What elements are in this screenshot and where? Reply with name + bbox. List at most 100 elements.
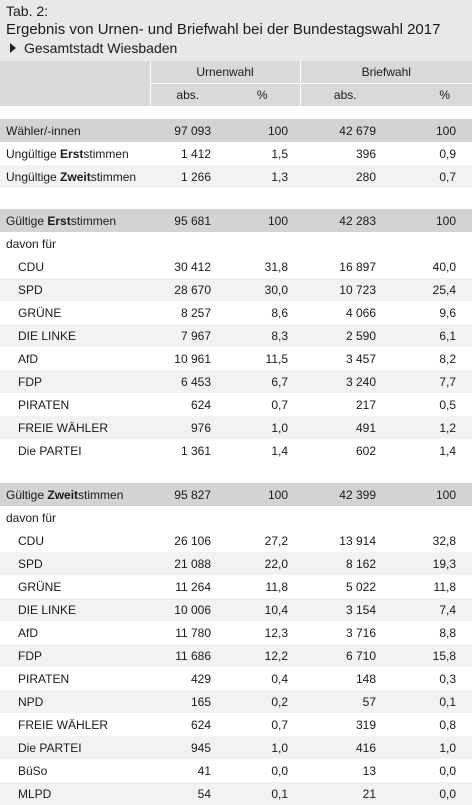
section-head-label: Gültige Erststimmen — [0, 209, 150, 232]
spacer-row — [0, 188, 472, 209]
party-name: NPD — [0, 690, 150, 713]
brief-pct-cell: 9,6 — [439, 305, 457, 320]
row-label-suffix: stimmen — [90, 169, 137, 184]
urnen-pct-cell: 11,8 — [265, 579, 288, 594]
urnen-pct-cell: 30,0 — [225, 278, 300, 301]
header-blank — [0, 61, 150, 84]
brief-abs-cell: 416 — [300, 736, 390, 759]
brief-abs-cell: 3 240 — [300, 370, 390, 393]
brief-pct-cell: 40,0 — [432, 259, 457, 274]
title-block: Tab. 2: Ergebnis von Urnen- und Briefwah… — [0, 0, 472, 61]
urnen-pct-cell: 0,7 — [271, 397, 288, 412]
party-row: FDP 11 686 12,2 6 710 15,8 — [0, 644, 472, 667]
brief-pct-cell: 100 — [390, 483, 472, 506]
urnen-abs-cell: 945 — [150, 736, 225, 759]
brief-abs-cell: 8 162 — [300, 552, 390, 575]
urnen-abs-cell: 429 — [190, 671, 211, 686]
party-name: GRÜNE — [18, 579, 62, 594]
brief-pct-cell: 25,4 — [390, 278, 472, 301]
brief-pct-cell: 0,5 — [439, 397, 457, 412]
brief-pct-cell: 7,4 — [390, 598, 472, 621]
party-row: Die PARTEI 945 1,0 416 1,0 — [0, 736, 472, 759]
brief-abs-cell: 3 457 — [345, 351, 376, 366]
party-name: DIE LINKE — [0, 324, 150, 347]
urnen-abs-cell: 21 088 — [150, 552, 225, 575]
urnen-abs-cell: 95 681 — [150, 209, 225, 232]
davon-row: davon für — [0, 232, 472, 255]
brief-pct-cell: 0,8 — [439, 717, 457, 732]
row-label-text: Gültige — [6, 487, 48, 502]
party-name: CDU — [18, 259, 44, 274]
urnen-pct-cell: 6,7 — [225, 370, 300, 393]
region-row: Gesamtstadt Wiesbaden — [6, 39, 466, 57]
brief-abs-cell: 42 283 — [300, 209, 390, 232]
spacer-row — [0, 106, 472, 119]
row-label-bold: Erst — [60, 146, 84, 161]
brief-pct-cell: 1,0 — [390, 736, 472, 759]
section-head-label: Gültige Zweitstimmen — [0, 483, 150, 506]
urnen-pct-cell: 11,5 — [265, 351, 288, 366]
party-row: PIRATEN 624 0,7 217 0,5 — [0, 393, 472, 416]
brief-pct-cell: 6,1 — [390, 324, 472, 347]
party-row: BüSo 41 0,0 13 0,0 — [0, 759, 472, 782]
brief-pct-cell: 0,0 — [439, 763, 457, 778]
party-row: FREIE WÄHLER 976 1,0 491 1,2 — [0, 416, 472, 439]
urnen-abs-cell: 54 — [150, 782, 225, 805]
urnen-pct-cell: 0,4 — [271, 671, 288, 686]
header-briefwahl: Briefwahl — [299, 61, 472, 84]
urnen-abs-cell: 6 453 — [150, 370, 225, 393]
brief-pct-cell: 0,3 — [439, 671, 457, 686]
party-name: FDP — [0, 370, 150, 393]
header-blank — [0, 83, 150, 106]
row-label: Wähler/-innen — [0, 119, 150, 142]
davon-row: davon für — [0, 506, 472, 529]
section-head-row: Gültige Erststimmen 95 681 100 42 283 100 — [0, 209, 472, 232]
brief-pct-cell: 100 — [390, 119, 472, 142]
invalid-row: Ungültige Erststimmen 1 412 1,5 396 0,9 — [0, 142, 472, 165]
brief-abs-cell: 13 914 — [339, 533, 376, 548]
row-label-text: Wähler/-innen — [6, 123, 81, 138]
party-row: MLPD 54 0,1 21 0,0 — [0, 782, 472, 805]
party-name: BüSo — [18, 763, 48, 778]
brief-pct-cell: 0,7 — [390, 165, 472, 188]
brief-abs-cell: 42 399 — [300, 483, 390, 506]
urnen-pct-cell: 8,6 — [271, 305, 288, 320]
row-label-text: Ungültige — [6, 169, 61, 184]
party-name: GRÜNE — [18, 305, 62, 320]
urnen-pct-cell: 0,7 — [271, 717, 288, 732]
voters-row: Wähler/-innen 97 093 100 42 679 100 — [0, 119, 472, 142]
section-head-row: Gültige Zweitstimmen 95 827 100 42 399 100 — [0, 483, 472, 506]
brief-pct-cell: 32,8 — [432, 533, 457, 548]
spacer-row — [0, 462, 472, 483]
header-brief-pct: % — [390, 83, 472, 106]
brief-abs-cell: 602 — [355, 443, 376, 458]
party-name: AfD — [18, 625, 39, 640]
brief-pct-cell: 0,1 — [390, 690, 472, 713]
row-label-bold: Zweit — [47, 487, 79, 502]
urnen-abs-cell: 11 686 — [150, 644, 225, 667]
brief-abs-cell: 10 723 — [300, 278, 390, 301]
header-urnen-abs: abs. — [149, 83, 225, 106]
urnen-pct-cell: 31,8 — [264, 259, 288, 274]
brief-pct-cell: 8,2 — [439, 351, 457, 366]
row-label-suffix: stimmen — [78, 487, 124, 502]
header-brief-abs: abs. — [299, 83, 390, 106]
party-name: Die PARTEI — [0, 736, 150, 759]
brief-pct-cell: 0,9 — [439, 146, 457, 161]
table-body: Wähler/-innen 97 093 100 42 679 100 Ungültige… — [0, 106, 472, 805]
urnen-abs-cell: 165 — [150, 690, 225, 713]
party-row: SPD 21 088 22,0 8 162 19,3 — [0, 552, 472, 575]
urnen-pct-cell: 0,1 — [225, 782, 300, 805]
brief-abs-cell: 491 — [300, 416, 390, 439]
brief-abs-cell: 57 — [300, 690, 390, 713]
brief-pct-cell: 1,4 — [439, 443, 457, 458]
brief-abs-cell: 319 — [355, 717, 376, 732]
brief-pct-cell: 8,8 — [439, 625, 457, 640]
brief-pct-cell: 0,0 — [390, 782, 472, 805]
brief-abs-cell: 16 897 — [339, 259, 376, 274]
brief-abs-cell: 2 590 — [300, 324, 390, 347]
brief-abs-cell: 217 — [355, 397, 376, 412]
urnen-abs-cell: 97 093 — [150, 119, 225, 142]
urnen-abs-cell: 95 827 — [150, 483, 225, 506]
brief-abs-cell: 5 022 — [345, 579, 376, 594]
